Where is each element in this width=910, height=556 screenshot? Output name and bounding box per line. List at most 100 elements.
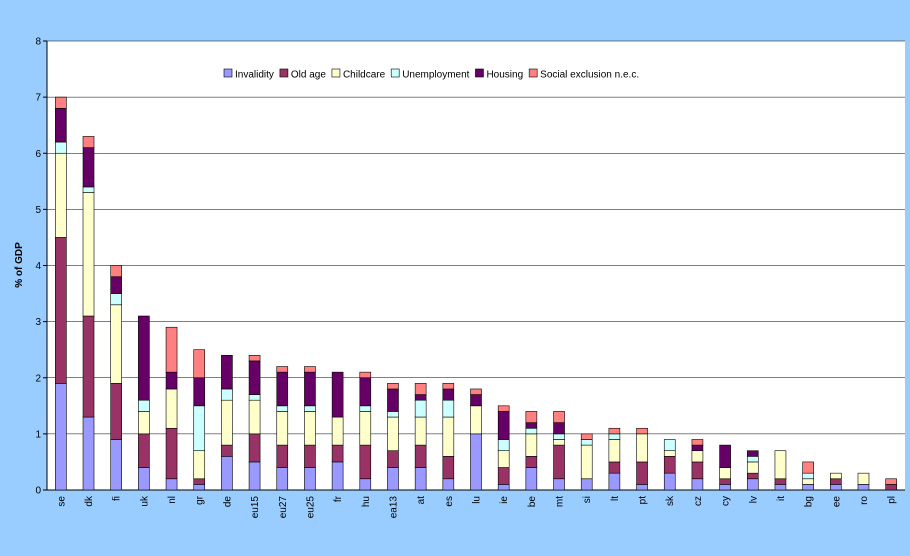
bar-segment — [580, 433, 593, 440]
x-tick-label: ie — [499, 496, 510, 504]
bar-segment — [304, 467, 316, 491]
x-tick-label: gr — [195, 495, 206, 505]
bar-segment — [359, 377, 372, 407]
bar-segment — [193, 405, 206, 452]
bar-segment — [636, 427, 648, 435]
bar-segment — [193, 484, 206, 491]
bar-segment — [304, 405, 316, 412]
y-tick-label: 6 — [35, 149, 41, 160]
bar-segment — [608, 427, 621, 435]
legend-swatch — [528, 68, 538, 78]
bar-segment — [110, 439, 122, 491]
bar-segment — [774, 450, 787, 480]
bar-segment — [110, 304, 122, 384]
bar-segment — [691, 439, 704, 446]
bar-segment — [55, 383, 67, 491]
bar-segment — [663, 439, 676, 452]
bar-segment — [497, 439, 510, 452]
legend-label: Social exclusion n.e.c. — [540, 70, 639, 81]
bar-segment — [359, 411, 372, 446]
x-tick-label: se — [56, 496, 67, 507]
x-tick-label: eu25 — [305, 496, 316, 519]
bar-segment — [608, 472, 621, 491]
bar-segment — [746, 472, 759, 480]
y-tick-label: 5 — [35, 205, 41, 216]
bar-segment — [248, 394, 261, 401]
bar-segment — [857, 484, 870, 491]
bar-segment — [193, 478, 206, 485]
x-tick-label: fi — [112, 496, 123, 501]
bar-segment — [331, 444, 344, 463]
bar-segment — [331, 371, 344, 418]
bar-segment — [663, 472, 676, 491]
bar-segment — [55, 237, 67, 384]
bar-segment — [276, 411, 289, 446]
bar-segment — [138, 411, 150, 435]
bar-segment — [525, 467, 538, 491]
bar-segment — [248, 360, 261, 395]
x-tick-label: be — [527, 496, 538, 508]
bar-segment — [442, 456, 455, 480]
y-tick-label: 1 — [35, 429, 41, 440]
bar-segment — [248, 399, 261, 435]
x-tick-label: de — [222, 496, 233, 508]
y-tick-label: 0 — [35, 486, 41, 497]
bar-segment — [885, 484, 897, 491]
bar-segment — [470, 388, 482, 395]
bar-segment — [138, 399, 150, 412]
bar-segment — [414, 467, 427, 491]
bar-segment — [553, 433, 565, 440]
legend-label: Unemployment — [402, 70, 469, 81]
bar-segment — [165, 427, 178, 480]
legend-swatch — [390, 68, 400, 78]
bar-segment — [608, 439, 621, 463]
bar-segment — [387, 411, 399, 418]
bar-segment — [608, 433, 621, 440]
y-tick-label: 3 — [35, 317, 41, 328]
bar-segment — [304, 444, 316, 468]
x-tick-label: pl — [887, 496, 898, 504]
legend-swatch — [223, 68, 233, 78]
bar-segment — [497, 467, 510, 485]
bar-segment — [387, 383, 399, 390]
bar-segment — [802, 484, 814, 491]
bar-segment — [525, 433, 538, 457]
bar-segment — [636, 484, 648, 491]
bar-segment — [497, 405, 510, 412]
bar-segment — [553, 411, 565, 423]
bar-segment — [193, 450, 206, 480]
bar-segment — [110, 383, 122, 440]
bar-segment — [857, 472, 870, 485]
bar-segment — [248, 461, 261, 491]
bar-segment — [525, 456, 538, 468]
x-tick-label: ea13 — [388, 496, 399, 519]
x-tick-label: eu15 — [250, 496, 261, 519]
bar-segment — [82, 136, 95, 148]
bar-segment — [470, 405, 482, 435]
bar-segment — [221, 399, 233, 446]
bar-segment — [497, 484, 510, 491]
bar-segment — [387, 416, 399, 452]
x-tick-label: lv — [748, 496, 759, 503]
bar-segment — [331, 461, 344, 491]
bar-segment — [553, 444, 565, 480]
legend-swatch — [475, 68, 484, 78]
x-tick-label: uk — [139, 495, 150, 507]
bar-segment — [470, 433, 482, 491]
bar-segment — [553, 422, 565, 435]
bar-segment — [525, 411, 538, 423]
bar-segment — [414, 444, 427, 468]
bar-segment — [165, 326, 178, 373]
bar-segment — [359, 478, 372, 491]
bar-segment — [138, 315, 150, 401]
bar-segment — [802, 472, 814, 480]
bar-segment — [802, 461, 814, 474]
bar-segment — [138, 433, 150, 468]
bar-segment — [525, 427, 538, 435]
bar-segment — [636, 461, 648, 485]
bar-segment — [719, 444, 731, 468]
x-tick-label: sk — [665, 495, 676, 506]
bar-segment — [442, 383, 455, 390]
bar-segment — [221, 456, 233, 491]
